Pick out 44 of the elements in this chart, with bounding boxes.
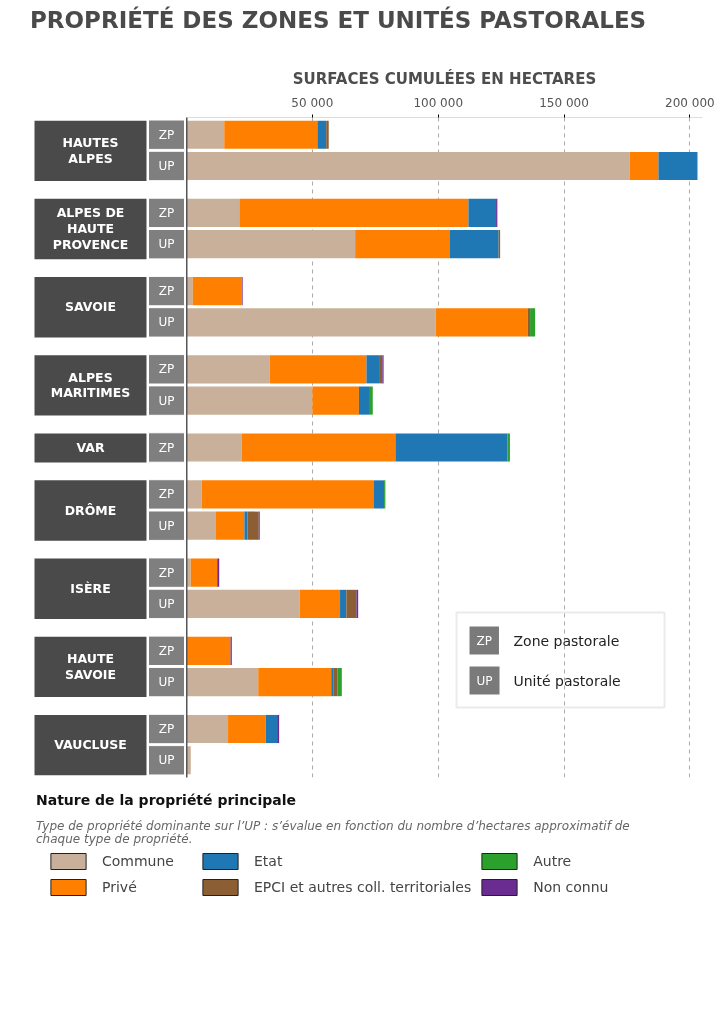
category-label: ZP <box>158 721 175 736</box>
category-label: ZP <box>158 643 175 658</box>
category-label: UP <box>158 393 175 408</box>
text: Type de propriété dominante sur l’UP : s’évalue en fonction du nombre d’hectares approximatif de chaque type de propriété. <box>36 818 631 847</box>
legend-label: Privé <box>102 879 138 896</box>
category-label: HAUTE SAVOIE <box>64 650 117 682</box>
legend-label: Non connu <box>533 879 610 896</box>
legend-label: Commune <box>102 853 175 870</box>
legend-title: Nature de la propriété principale <box>36 790 296 810</box>
category-label: ZP <box>158 362 175 377</box>
annotation: Unité pastorale <box>513 672 621 689</box>
category-label: ZP <box>158 283 175 298</box>
category-label: VAR <box>76 439 105 455</box>
chart-title: PROPRIÉTÉ DES ZONES ET UNITÉS PASTORALES <box>30 5 647 35</box>
category-label: UP <box>158 674 175 689</box>
x-tick-label: 150 000 <box>539 95 589 110</box>
category-label: ZP <box>158 565 175 580</box>
category-label: UP <box>158 518 175 533</box>
legend-label: Autre <box>533 853 573 870</box>
category-label: ALPES DE HAUTE PROVENCE <box>52 205 129 252</box>
category-label: UP <box>158 596 175 611</box>
category-label: SAVOIE <box>64 299 117 315</box>
annotation: Zone pastorale <box>513 632 620 649</box>
category-label: UP <box>158 237 175 252</box>
annotation: UP <box>476 673 493 688</box>
legend-label: Etat <box>254 853 284 870</box>
category-label: DRÔME <box>64 502 117 518</box>
legend-label: EPCI et autres coll. territoriales <box>254 879 472 896</box>
category-label: ISÈRE <box>70 580 111 596</box>
x-tick-label: 200 000 <box>665 95 715 110</box>
x-tick-label: 50 000 <box>291 95 334 110</box>
category-label: ZP <box>158 127 175 142</box>
category-label: UP <box>158 315 175 330</box>
x-axis-title: SURFACES CUMULÉES EN HECTARES <box>292 68 597 88</box>
annotation: ZP <box>476 633 492 648</box>
category-label: HAUTES ALPES <box>62 134 119 166</box>
category-label: ZP <box>158 440 175 455</box>
category-label: UP <box>158 158 175 173</box>
category-label: ZP <box>158 205 175 220</box>
category-label: ZP <box>158 487 175 502</box>
category-label: UP <box>158 753 175 768</box>
category-label: VAUCLUSE <box>54 737 127 752</box>
category-label: ALPES MARITIMES <box>50 369 131 401</box>
x-tick-label: 100 000 <box>413 95 464 110</box>
